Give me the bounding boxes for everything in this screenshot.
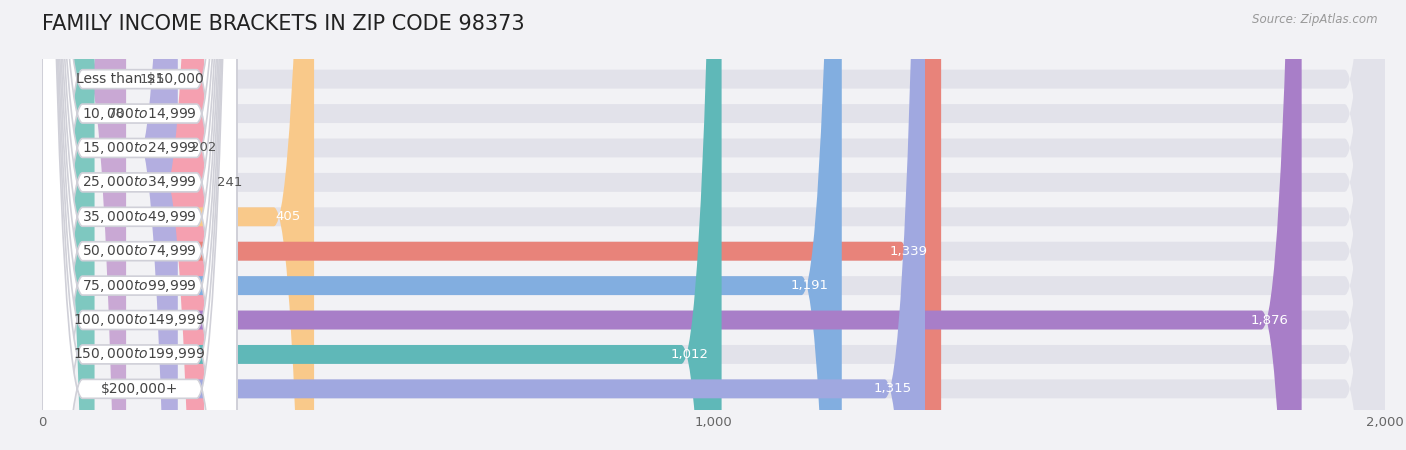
Text: $25,000 to $34,999: $25,000 to $34,999 <box>82 175 197 190</box>
Text: $150,000 to $199,999: $150,000 to $199,999 <box>73 346 205 362</box>
Text: 1,012: 1,012 <box>671 348 709 361</box>
FancyBboxPatch shape <box>42 0 236 450</box>
FancyBboxPatch shape <box>42 0 1385 450</box>
Text: $200,000+: $200,000+ <box>101 382 179 396</box>
FancyBboxPatch shape <box>42 0 1385 450</box>
FancyBboxPatch shape <box>42 0 236 450</box>
Text: $50,000 to $74,999: $50,000 to $74,999 <box>82 243 197 259</box>
Text: $75,000 to $99,999: $75,000 to $99,999 <box>82 278 197 293</box>
FancyBboxPatch shape <box>42 0 236 450</box>
FancyBboxPatch shape <box>42 0 721 450</box>
Text: Source: ZipAtlas.com: Source: ZipAtlas.com <box>1253 14 1378 27</box>
FancyBboxPatch shape <box>42 0 842 450</box>
FancyBboxPatch shape <box>42 0 941 450</box>
Text: 1,191: 1,191 <box>790 279 828 292</box>
FancyBboxPatch shape <box>42 0 314 450</box>
Text: 1,876: 1,876 <box>1250 314 1288 327</box>
Text: 202: 202 <box>191 141 217 154</box>
Text: $15,000 to $24,999: $15,000 to $24,999 <box>82 140 197 156</box>
FancyBboxPatch shape <box>42 0 1385 450</box>
FancyBboxPatch shape <box>42 0 236 450</box>
Text: FAMILY INCOME BRACKETS IN ZIP CODE 98373: FAMILY INCOME BRACKETS IN ZIP CODE 98373 <box>42 14 524 33</box>
FancyBboxPatch shape <box>42 0 236 450</box>
FancyBboxPatch shape <box>42 0 1385 450</box>
FancyBboxPatch shape <box>42 0 1385 450</box>
Text: 405: 405 <box>276 210 301 223</box>
FancyBboxPatch shape <box>42 0 1385 450</box>
Text: 1,339: 1,339 <box>890 245 928 258</box>
Text: 1,315: 1,315 <box>873 382 911 396</box>
FancyBboxPatch shape <box>42 0 925 450</box>
FancyBboxPatch shape <box>42 0 127 450</box>
FancyBboxPatch shape <box>42 0 236 450</box>
Text: $10,000 to $14,999: $10,000 to $14,999 <box>82 106 197 122</box>
Text: 241: 241 <box>218 176 243 189</box>
Text: 125: 125 <box>139 72 165 86</box>
FancyBboxPatch shape <box>42 0 236 450</box>
FancyBboxPatch shape <box>42 0 1385 450</box>
FancyBboxPatch shape <box>42 0 204 450</box>
Text: $35,000 to $49,999: $35,000 to $49,999 <box>82 209 197 225</box>
FancyBboxPatch shape <box>42 0 1385 450</box>
Text: 78: 78 <box>108 107 125 120</box>
Text: $100,000 to $149,999: $100,000 to $149,999 <box>73 312 205 328</box>
Text: Less than $10,000: Less than $10,000 <box>76 72 204 86</box>
FancyBboxPatch shape <box>42 0 236 450</box>
FancyBboxPatch shape <box>42 0 94 450</box>
FancyBboxPatch shape <box>42 0 177 450</box>
FancyBboxPatch shape <box>42 0 236 450</box>
FancyBboxPatch shape <box>42 0 236 450</box>
FancyBboxPatch shape <box>42 0 1385 450</box>
FancyBboxPatch shape <box>42 0 1385 450</box>
FancyBboxPatch shape <box>42 0 1302 450</box>
